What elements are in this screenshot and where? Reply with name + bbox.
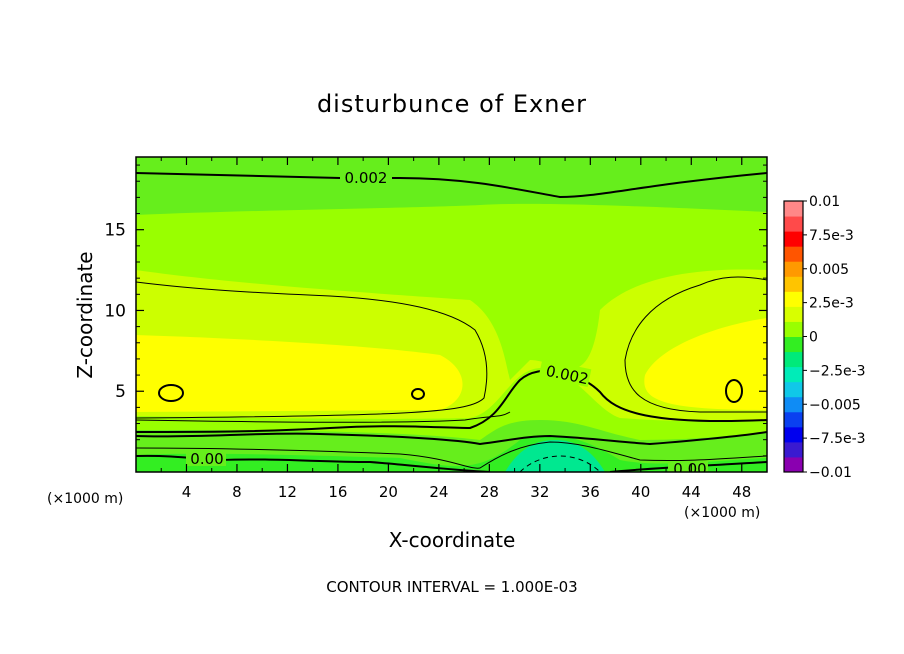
x-tick-label: 48 (732, 483, 751, 501)
x-tick-label: 32 (530, 483, 549, 501)
colorbar-label: 7.5e-3 (809, 228, 854, 244)
plot-frame (135, 156, 768, 473)
x-tick-label: 16 (328, 483, 347, 501)
colorbar-swatch (784, 216, 803, 232)
x-unit-left: (×1000 m) (47, 491, 123, 507)
colorbar-swatch (784, 321, 803, 337)
colorbar-swatch (784, 261, 803, 277)
y-axis-label: Z-coordinate (73, 251, 97, 378)
contour-label-surface-right: 0.00 (673, 460, 706, 478)
colorbar-label: −0.01 (809, 465, 852, 481)
contour-label-surface-left: 0.00 (190, 450, 223, 468)
colorbar-swatch (784, 336, 803, 353)
colorbar-swatch (784, 246, 803, 262)
colorbar-swatch (784, 201, 803, 217)
x-axis: 4 8 12 16 20 24 28 32 36 40 44 48 (160, 157, 751, 501)
x-unit-right: (×1000 m) (684, 505, 760, 521)
x-tick-label: 12 (278, 483, 297, 501)
colorbar-label: 2.5e-3 (809, 296, 854, 312)
contour-closed-right (725, 379, 743, 403)
plot-area: 0.002 0.002 0.00 0.00 (136, 157, 767, 478)
contour-thick-lower (136, 431, 767, 446)
colorbar-label: 0.01 (809, 194, 840, 210)
contour-thin-lower (136, 441, 767, 469)
colorbar-swatch (784, 366, 803, 383)
colorbar-swatch (784, 231, 803, 247)
field-band-surface (136, 435, 767, 472)
colorbar-label: 0 (809, 330, 818, 346)
contour-closed-mid (411, 388, 425, 400)
field-band-yellow (136, 335, 463, 412)
contour-label-top: 0.002 (345, 169, 388, 187)
colorbar-swatch (784, 291, 803, 307)
colorbar: 0.01 7.5e-3 0.005 2.5e-3 0 −2.5e-3 −0.005 −7.5e… (783, 194, 866, 481)
x-tick-label: 4 (182, 483, 192, 501)
colorbar-swatch (784, 396, 803, 413)
x-tick-label: 24 (429, 483, 448, 501)
x-tick-label: 28 (480, 483, 499, 501)
y-axis: 5 10 15 (104, 164, 767, 457)
colorbar-swatch (784, 276, 803, 292)
contour-thin-upper-right (624, 276, 767, 413)
colorbar-label: 0.005 (809, 262, 849, 278)
colorbar-label: −7.5e-3 (809, 431, 866, 447)
y-tick-label: 5 (115, 382, 126, 402)
x-tick-label: 40 (631, 483, 650, 501)
colorbar-swatch (784, 456, 803, 473)
chart-title: disturbunce of Exner (317, 90, 587, 118)
x-tick-label: 8 (232, 483, 242, 501)
colorbar-swatch (784, 306, 803, 322)
colorbar-swatch (784, 381, 803, 398)
x-axis-label: X-coordinate (389, 528, 516, 552)
y-tick-label: 15 (104, 221, 126, 241)
contour-thin-upper (136, 281, 488, 419)
contour-002-middle (136, 369, 767, 433)
contour-002-top (136, 172, 767, 199)
colorbar-swatch (784, 351, 803, 368)
contour-interval-note: CONTOUR INTERVAL = 1.000E-03 (326, 578, 577, 596)
y-tick-label: 10 (104, 301, 126, 321)
x-tick-label: 36 (581, 483, 600, 501)
field-band-yellow-right (644, 318, 767, 410)
colorbar-swatch (784, 411, 803, 428)
colorbar-swatch (784, 426, 803, 443)
colorbar-swatch (784, 441, 803, 458)
x-tick-label: 44 (682, 483, 701, 501)
contour-closed-left (158, 384, 184, 402)
colorbar-label: −2.5e-3 (809, 363, 866, 379)
x-tick-label: 20 (379, 483, 398, 501)
contour-thin-mid (136, 411, 511, 423)
colorbar-label: −0.005 (809, 397, 861, 413)
